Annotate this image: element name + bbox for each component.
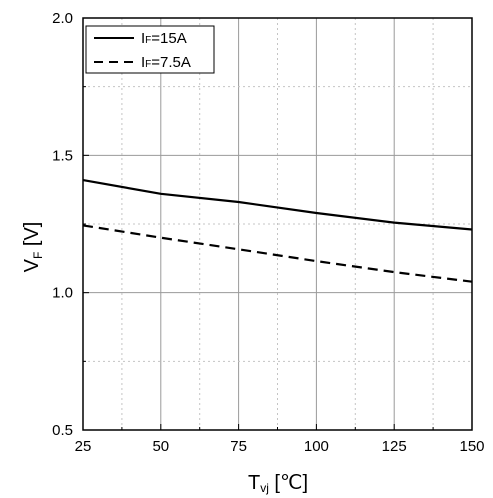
x-tick-label: 100 bbox=[304, 438, 329, 455]
series-line-1 bbox=[82, 179, 473, 231]
x-tick-label: 50 bbox=[152, 438, 169, 455]
legend-box bbox=[85, 25, 215, 74]
x-axis-title-main: T bbox=[248, 472, 260, 494]
grid-lines bbox=[83, 18, 472, 430]
y-tick-label: 2.0 bbox=[52, 10, 73, 27]
tick-labels: 25 50 75 100 125 150 0.5 1.0 1.5 2.0 bbox=[52, 10, 484, 455]
legend-label-series-1-sub: F bbox=[145, 35, 151, 46]
legend: IF=15A IF=7.5A bbox=[85, 25, 215, 74]
y-axis-title: VF [V] bbox=[21, 222, 45, 273]
series-line-2 bbox=[82, 224, 473, 283]
legend-label-series-2-sub: F bbox=[145, 59, 151, 70]
y-tick-label: 1.5 bbox=[52, 147, 73, 164]
x-axis-title: Tvj [℃] bbox=[248, 472, 308, 495]
legend-label-series-1-main: I bbox=[141, 30, 145, 47]
x-tick-label: 25 bbox=[75, 438, 92, 455]
legend-label-series-1-rest: =15A bbox=[151, 30, 186, 47]
x-axis-title-unit: [℃] bbox=[269, 472, 308, 494]
y-axis-title-main: V bbox=[21, 258, 43, 272]
y-tick-label: 1.0 bbox=[52, 285, 73, 302]
legend-label-series-1: IF=15A bbox=[141, 30, 187, 47]
x-axis-title-sub: vj bbox=[260, 481, 269, 495]
legend-label-series-2: IF=7.5A bbox=[141, 54, 191, 71]
legend-label-series-2-main: I bbox=[141, 54, 145, 71]
y-tick-label: 0.5 bbox=[52, 422, 73, 439]
axis-ticks bbox=[82, 17, 473, 431]
x-tick-label: 150 bbox=[459, 438, 484, 455]
series-layer bbox=[82, 179, 473, 283]
x-tick-label: 75 bbox=[230, 438, 247, 455]
y-axis-title-unit: [V] bbox=[21, 222, 43, 252]
legend-label-series-2-rest: =7.5A bbox=[151, 54, 191, 71]
x-tick-label: 125 bbox=[382, 438, 407, 455]
y-axis-title-sub: F bbox=[31, 252, 45, 259]
